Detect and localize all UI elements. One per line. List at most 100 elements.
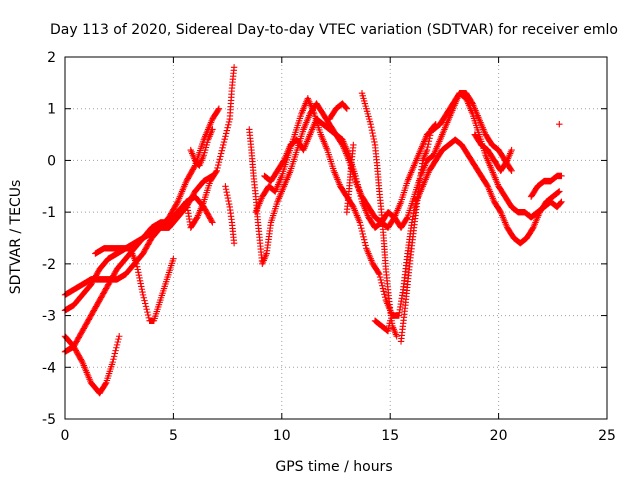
data-point: [376, 273, 384, 281]
data-point: [223, 188, 230, 196]
x-tick-label: 15: [381, 428, 399, 444]
data-point: [214, 164, 221, 172]
data-point: [223, 127, 231, 134]
data-point: [225, 197, 232, 205]
series-arc-13: [358, 90, 400, 340]
data-point: [135, 269, 142, 276]
data-point: [367, 121, 374, 128]
data-point: [403, 215, 411, 222]
data-point: [116, 333, 123, 340]
data-point: [222, 183, 229, 190]
data-point: [554, 189, 562, 196]
data-point: [218, 147, 226, 154]
data-point: [380, 288, 387, 295]
points-layer: [61, 64, 565, 397]
data-point: [222, 130, 230, 137]
data-point: [358, 225, 365, 232]
ticks-layer: [64, 56, 608, 420]
tick-labels-layer: 0 5 10 15 20 25 -5 -4 -3 -2 -1 0 1 2: [42, 50, 616, 444]
data-point: [369, 129, 376, 137]
data-point: [113, 341, 121, 349]
data-point: [173, 199, 181, 207]
data-point: [508, 167, 515, 174]
x-axis-label: GPS time / hours: [275, 459, 392, 475]
series-arc-7: [187, 126, 216, 169]
data-point: [371, 138, 378, 146]
series-arc-3: [61, 172, 216, 314]
data-point: [225, 118, 233, 126]
data-point: [213, 167, 220, 174]
data-point: [208, 217, 215, 225]
data-point: [139, 291, 147, 299]
data-point: [368, 123, 375, 131]
data-point: [142, 300, 149, 307]
data-point: [381, 293, 389, 301]
data-point: [556, 188, 563, 195]
chart-title: Day 113 of 2020, Sidereal Day-to-day VTE…: [50, 22, 618, 38]
data-point: [78, 357, 85, 365]
data-point: [134, 266, 141, 273]
data-point: [431, 121, 439, 129]
data-point: [225, 200, 233, 208]
data-point: [343, 208, 351, 216]
y-tick-label: -2: [42, 257, 56, 273]
data-point: [390, 215, 398, 222]
data-point: [427, 129, 434, 136]
series-arc-17: [471, 131, 515, 174]
data-point: [393, 333, 400, 340]
data-point: [379, 285, 387, 292]
data-point: [170, 255, 177, 262]
data-point: [209, 219, 216, 226]
data-point: [143, 306, 150, 313]
data-point: [144, 308, 151, 316]
data-point: [529, 225, 536, 233]
data-point: [217, 153, 224, 160]
data-point: [217, 150, 225, 157]
data-point: [496, 207, 504, 215]
data-point: [141, 297, 148, 304]
data-point: [109, 358, 116, 366]
data-point: [215, 161, 222, 169]
series-arc-16: [397, 121, 439, 345]
data-point: [360, 233, 367, 241]
data-point: [138, 283, 145, 290]
series-arc-4: [61, 333, 123, 397]
data-point: [360, 236, 368, 243]
data-point: [426, 132, 434, 139]
data-point: [230, 239, 238, 247]
data-point: [112, 347, 119, 354]
data-point: [376, 271, 383, 278]
data-point: [215, 105, 223, 112]
data-point: [140, 294, 147, 301]
data-point: [111, 350, 119, 357]
data-point: [423, 146, 431, 154]
x-tick-label: 20: [490, 428, 508, 444]
data-point: [191, 163, 198, 171]
data-point: [136, 277, 144, 284]
data-point: [133, 263, 141, 270]
data-point: [221, 135, 228, 143]
x-tick-label: 10: [273, 428, 291, 444]
data-point: [110, 353, 118, 360]
data-point: [144, 311, 152, 319]
data-point: [220, 138, 228, 146]
data-point: [468, 99, 476, 106]
y-tick-label: -3: [42, 309, 56, 325]
data-point: [556, 121, 563, 128]
data-point: [378, 279, 385, 287]
data-point: [138, 286, 146, 293]
data-point: [370, 135, 377, 143]
data-point: [358, 227, 366, 235]
data-point: [342, 104, 350, 112]
data-point: [357, 222, 364, 229]
data-point: [222, 133, 229, 140]
data-point: [280, 158, 287, 165]
data-point: [219, 144, 226, 151]
series-arc-19: [556, 121, 563, 128]
y-tick-label: -1: [42, 205, 56, 221]
data-point: [224, 124, 231, 131]
y-tick-label: -4: [42, 360, 56, 376]
data-point: [555, 188, 562, 196]
data-point: [483, 181, 491, 189]
